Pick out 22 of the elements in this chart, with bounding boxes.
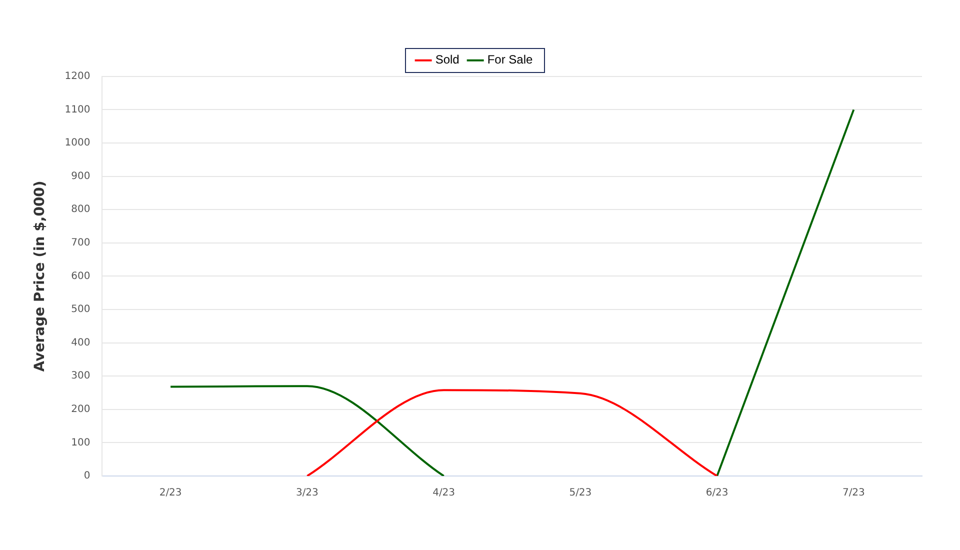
y-tick-label: 1100 — [64, 104, 90, 116]
y-tick-label: 500 — [71, 304, 90, 316]
y-tick-label: 100 — [71, 437, 90, 448]
y-tick-label: 0 — [84, 470, 90, 482]
x-tick-label: 4/23 — [432, 488, 456, 499]
x-tick-label: 6/23 — [706, 488, 728, 499]
x-tick-label: 5/23 — [569, 488, 592, 499]
x-tick-label: 3/23 — [296, 488, 318, 499]
y-tick-label: 1200 — [64, 70, 90, 82]
y-tick-label: 200 — [71, 404, 90, 415]
x-tick-label: 2/23 — [159, 488, 182, 499]
y-tick-label: 300 — [71, 370, 90, 382]
y-tick-label: 900 — [71, 170, 90, 182]
y-tick-label: 1000 — [64, 138, 90, 149]
y-tick-label: 400 — [71, 337, 90, 348]
y-tick-label: 600 — [71, 270, 90, 282]
x-tick-label: 7/23 — [842, 488, 865, 499]
legend-label: Sold — [435, 52, 460, 67]
y-axis-title: Average Price (in $,000) — [32, 180, 48, 372]
legend-label: For Sale — [487, 52, 534, 67]
y-tick-label: 700 — [71, 237, 90, 248]
y-tick-label: 800 — [71, 204, 90, 216]
